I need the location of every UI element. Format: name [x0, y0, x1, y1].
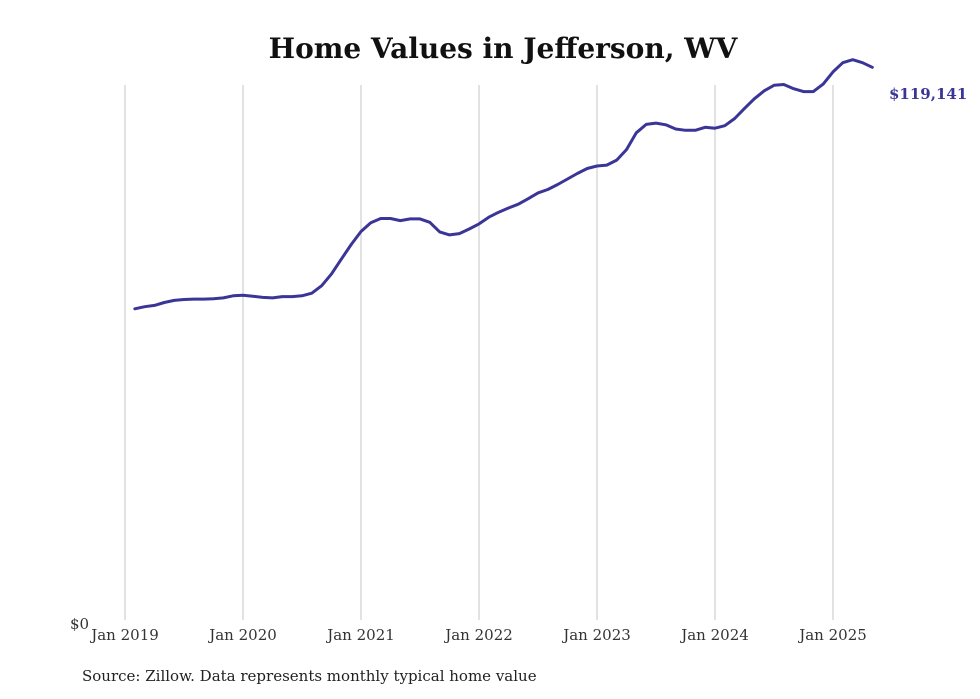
x-tick-label: Jan 2020: [207, 626, 277, 644]
x-tick-label: Jan 2024: [679, 626, 749, 644]
series-line: [133, 58, 874, 311]
chart-title: Home Values in Jefferson, WV: [269, 32, 739, 65]
line-chart: Home Values in Jefferson, WV Jan 2019 Jan…: [70, 32, 967, 644]
gridlines: [124, 85, 834, 620]
x-tick-label: Jan 2019: [89, 626, 159, 644]
x-tick-label: Jan 2023: [561, 626, 631, 644]
y-tick-zero: $0: [70, 615, 89, 633]
x-tick-label: Jan 2021: [325, 626, 395, 644]
end-value-label: $119,141: [889, 85, 967, 103]
source-note: Source: Zillow. Data represents monthly …: [82, 667, 537, 685]
x-tick-label: Jan 2025: [797, 626, 867, 644]
x-tick-label: Jan 2022: [443, 626, 513, 644]
x-axis-ticks: Jan 2019 Jan 2020 Jan 2021 Jan 2022 Jan 2023…: [89, 626, 867, 644]
